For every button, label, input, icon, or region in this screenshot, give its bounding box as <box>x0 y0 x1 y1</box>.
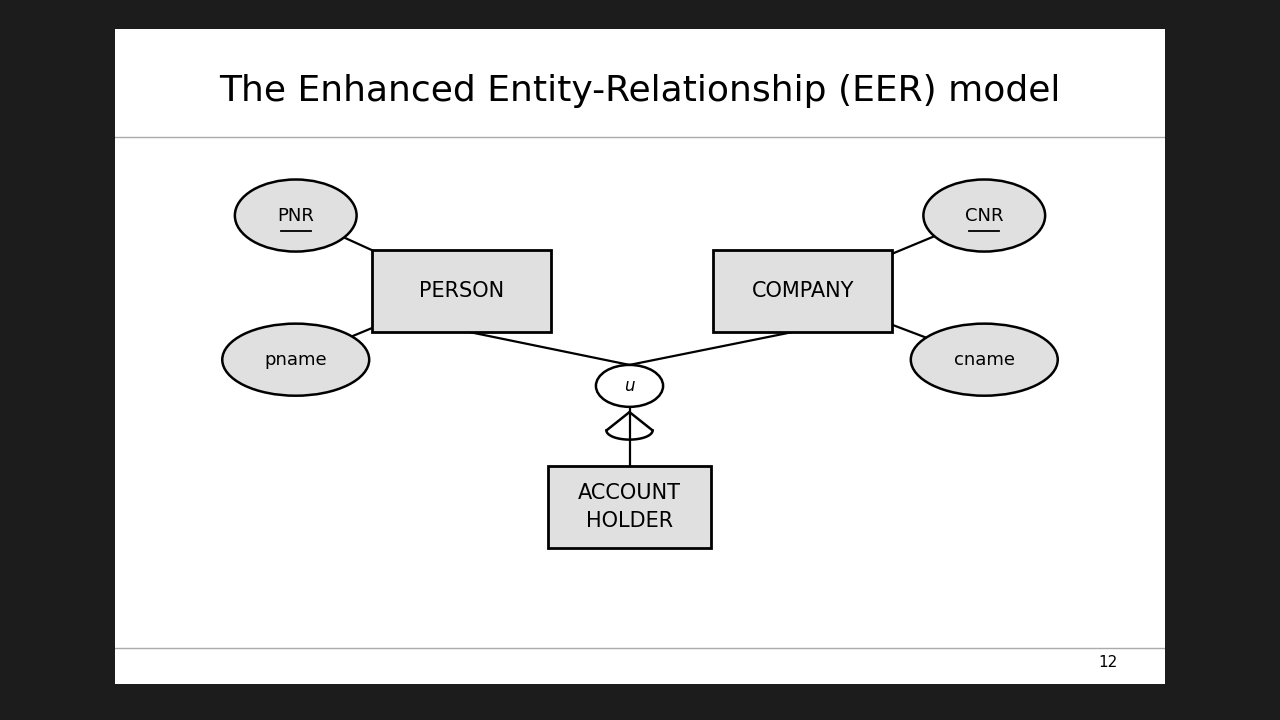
Ellipse shape <box>923 179 1046 251</box>
Bar <box>372 250 550 332</box>
Text: PERSON: PERSON <box>419 281 504 301</box>
Text: 12: 12 <box>1098 654 1117 670</box>
Text: CNR: CNR <box>965 207 1004 225</box>
Ellipse shape <box>234 179 357 251</box>
Text: PNR: PNR <box>278 207 314 225</box>
Ellipse shape <box>911 324 1057 396</box>
Ellipse shape <box>223 324 369 396</box>
Text: ACCOUNT
HOLDER: ACCOUNT HOLDER <box>579 483 681 531</box>
Text: The Enhanced Entity-Relationship (EER) model: The Enhanced Entity-Relationship (EER) m… <box>219 74 1061 108</box>
Bar <box>548 466 710 548</box>
Text: pname: pname <box>265 351 328 369</box>
Text: COMPANY: COMPANY <box>751 281 854 301</box>
Text: cname: cname <box>954 351 1015 369</box>
Bar <box>713 250 892 332</box>
Text: u: u <box>625 377 635 395</box>
Ellipse shape <box>596 365 663 407</box>
